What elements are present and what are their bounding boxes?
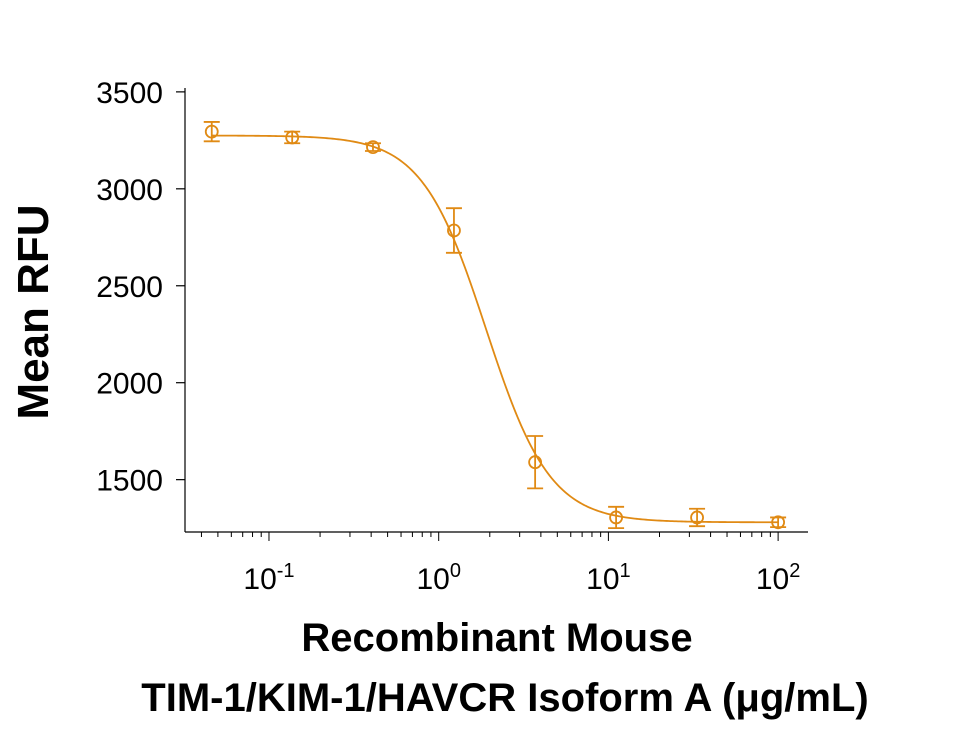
x-axis-title-line1: Recombinant Mouse [301,616,692,660]
x-tick-label: 102 [756,560,801,596]
data-point [204,124,219,139]
y-tick-label: 1500 [96,465,163,498]
x-tick-label: 100 [416,560,461,596]
axes: 1500 2000 2500 3000 3500 10-1 100 101 102 [96,77,808,596]
data-point [690,510,704,525]
x-axis-title-line2: TIM-1/KIM-1/HAVCR Isoform A (μg/mL) [141,676,868,720]
x-tick-label: 101 [586,560,631,596]
data-point [609,510,623,525]
y-tick-label: 3000 [96,174,163,207]
data-marks [203,121,787,530]
data-point [285,130,300,145]
x-tick-label: 10-1 [243,560,294,596]
data-point [528,455,543,470]
data-point [447,223,461,238]
y-tick-label: 2500 [96,271,163,304]
data-point [366,140,380,155]
y-axis-title: Mean RFU [9,204,58,419]
y-tick-label: 2000 [96,368,163,401]
fit-curve [211,134,779,524]
data-point [771,515,786,530]
y-tick-label: 3500 [96,77,163,110]
